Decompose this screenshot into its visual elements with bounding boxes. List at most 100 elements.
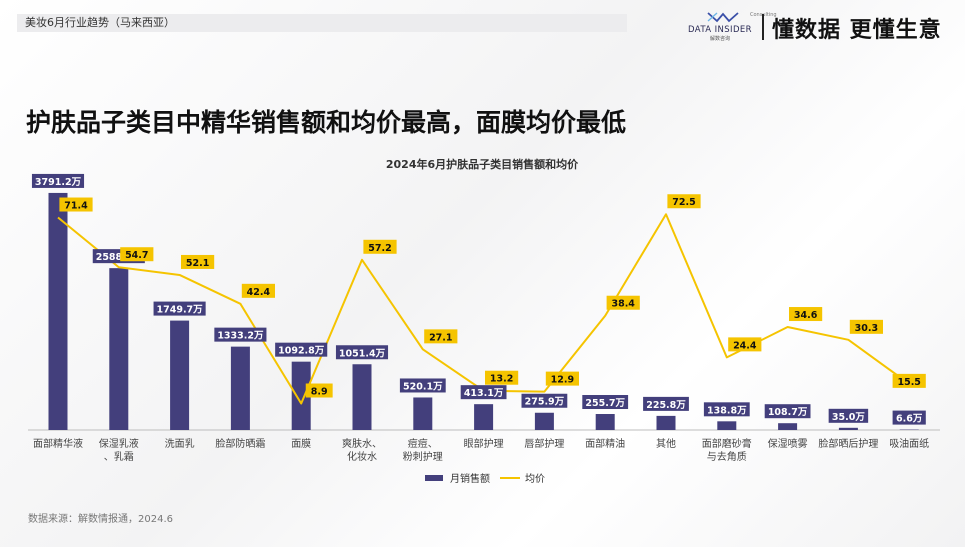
price-label-1: 54.7 — [125, 250, 148, 261]
category-label-5-0: 爽肤水、 — [342, 437, 382, 450]
price-label-4: 8.9 — [311, 387, 328, 398]
price-label-6: 27.1 — [429, 332, 452, 343]
slogan: 懂数据 更懂生意 — [772, 18, 942, 43]
price-label-5: 57.2 — [368, 243, 391, 254]
page-title: 护肤品子类目中精华销售额和均价最高，面膜均价最低 — [26, 108, 627, 137]
bar-label-0: 3791.2万 — [35, 177, 82, 188]
bar-11 — [717, 421, 737, 430]
price-label-6-bg — [424, 329, 458, 344]
bar-4 — [291, 361, 311, 430]
bar-label-7-bg — [460, 385, 507, 400]
bar-12 — [778, 423, 798, 430]
legend-bar-swatch — [425, 475, 443, 481]
data-insider-logo-icon — [707, 12, 739, 23]
category-label-10: 其他 — [656, 437, 676, 450]
bar-label-11: 138.8万 — [707, 405, 747, 416]
category-label-8: 唇部护理 — [524, 437, 564, 450]
price-label-7-bg — [485, 370, 519, 385]
price-label-8: 12.9 — [551, 375, 574, 386]
category-label-12: 保湿喷雾 — [768, 437, 808, 450]
bar-label-5-bg — [335, 345, 389, 360]
bar-2 — [170, 320, 190, 430]
price-label-14: 15.5 — [897, 377, 920, 388]
bar-label-12: 108.7万 — [768, 407, 808, 418]
category-label-13: 脸部晒后护理 — [818, 437, 878, 450]
price-label-12-bg — [789, 307, 823, 322]
bar-1 — [109, 268, 129, 430]
legend-bar-label: 月销售额 — [450, 472, 490, 485]
header-divider — [762, 14, 764, 40]
category-label-0: 面部精华液 — [33, 437, 83, 450]
category-label-4: 面膜 — [291, 438, 311, 450]
bar-label-6-bg — [399, 378, 446, 393]
category-label-9: 面部精油 — [585, 437, 625, 450]
bar-label-12-bg — [764, 404, 811, 419]
price-label-7: 13.2 — [490, 374, 513, 385]
bar-label-2: 1749.7万 — [157, 305, 204, 316]
price-label-13: 30.3 — [855, 323, 878, 334]
price-label-11: 24.4 — [733, 340, 757, 351]
category-label-6-1: 粉刺护理 — [403, 450, 443, 463]
bar-label-9: 255.7万 — [585, 398, 625, 409]
bar-0 — [48, 192, 68, 430]
category-label-14: 吸油面纸 — [889, 437, 929, 450]
bar-13 — [838, 427, 858, 430]
bar-label-11-bg — [703, 402, 750, 417]
price-label-4-bg — [305, 383, 333, 398]
brand-name: DATA INSIDER — [688, 25, 752, 35]
category-label-2: 洗面乳 — [165, 437, 195, 450]
bar-10 — [656, 415, 676, 430]
chart-title: 2024年6月护肤品子类目销售额和均价 — [386, 157, 579, 171]
price-label-0: 71.4 — [64, 201, 88, 212]
category-label-11-0: 面部磨砂膏 — [702, 437, 752, 450]
bar-label-13-bg — [828, 408, 869, 423]
bar-label-14-bg — [892, 410, 926, 425]
price-label-10: 72.5 — [672, 197, 695, 208]
bar-label-2-bg — [153, 301, 206, 316]
bar-8 — [534, 412, 554, 430]
bar-label-7: 413.1万 — [464, 388, 504, 399]
price-label-2: 52.1 — [186, 258, 209, 269]
bar-6 — [413, 397, 433, 430]
price-label-13-bg — [849, 319, 883, 334]
price-label-3-bg — [241, 283, 275, 298]
bar-label-0-bg — [31, 173, 85, 188]
bar-label-4-bg — [275, 342, 328, 357]
price-label-10-bg — [667, 194, 701, 209]
report-tag: 美妆6月行业趋势（马来西亚） — [25, 16, 175, 29]
price-label-12: 34.6 — [794, 310, 818, 321]
category-label-5-1: 化妆水 — [347, 450, 377, 463]
price-label-9-bg — [606, 295, 640, 310]
category-label-7: 眼部护理 — [464, 437, 504, 450]
category-label-1-0: 保湿乳液 — [99, 437, 139, 450]
price-label-2-bg — [181, 254, 215, 269]
bar-label-8: 275.9万 — [525, 397, 565, 408]
price-label-14-bg — [892, 373, 926, 388]
bar-label-14: 6.6万 — [896, 414, 923, 425]
price-label-1-bg — [120, 247, 154, 262]
price-label-0-bg — [59, 197, 93, 212]
price-label-8-bg — [545, 371, 579, 386]
bar-5 — [352, 364, 372, 430]
bar-label-8-bg — [521, 393, 568, 408]
bar-3 — [230, 346, 250, 430]
brand-cn: 解数咨询 — [710, 36, 731, 42]
bar-label-6: 520.1万 — [403, 381, 443, 392]
bar-7 — [474, 404, 494, 430]
bar-label-3-bg — [214, 327, 267, 342]
category-label-11-1: 与去角质 — [707, 451, 747, 463]
category-label-3: 脸部防晒霜 — [215, 437, 265, 450]
legend-line-label: 均价 — [525, 473, 545, 485]
bar-label-4: 1092.8万 — [278, 346, 325, 357]
price-label-11-bg — [728, 337, 762, 352]
bar-label-9-bg — [582, 395, 629, 410]
price-label-9: 38.4 — [611, 299, 635, 310]
bar-label-1: 2588.3万 — [96, 252, 143, 263]
bar-label-5: 1051.4万 — [339, 348, 386, 359]
price-label-3: 42.4 — [247, 287, 271, 298]
bar-label-3: 1333.2万 — [217, 331, 264, 342]
price-label-5-bg — [363, 239, 397, 254]
data-source: 数据来源：解数情报通，2024.6 — [28, 514, 173, 525]
